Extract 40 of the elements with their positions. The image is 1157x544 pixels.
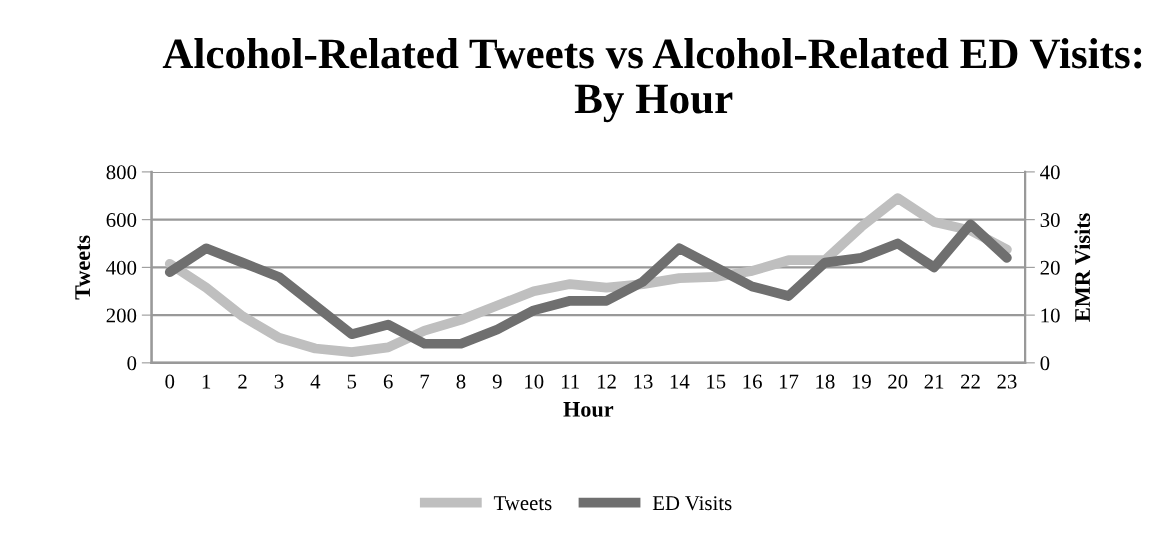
legend-label: ED Visits — [652, 496, 732, 511]
x-tick-label: 8 — [456, 374, 466, 389]
x-tick-label: 1 — [202, 374, 211, 389]
x-tick-label: 19 — [852, 374, 871, 389]
chart-title: Alcohol-Related Tweets vs Alcohol-Related ED Visits: By Hour — [162, 38, 1142, 123]
x-tick-label: 17 — [779, 374, 799, 389]
x-tick-label: 15 — [707, 374, 726, 389]
x-tick-label: 11 — [561, 374, 579, 389]
y-tick-label: 0 — [127, 356, 137, 371]
x-tick-label: 6 — [383, 374, 393, 389]
y-tick-label: 400 — [106, 260, 137, 275]
x-tick-label: 20 — [888, 374, 908, 389]
x-tick-label: 23 — [997, 374, 1017, 389]
y-tick-label: 200 — [106, 308, 137, 323]
y-tick-label: 800 — [106, 165, 137, 180]
x-tick-label: 7 — [420, 374, 430, 389]
y-tick-label: 600 — [106, 213, 137, 228]
x-tick-label: 12 — [597, 374, 616, 389]
x-tick-label: 3 — [274, 374, 284, 389]
x-tick-label: 18 — [816, 374, 835, 389]
y2-tick-label: 10 — [1041, 308, 1060, 323]
x-tick-label: 2 — [238, 374, 247, 389]
legend-label: Tweets — [493, 496, 552, 511]
y2-axis-title: EMR Visits — [1074, 213, 1091, 322]
y-axis-title: Tweets — [75, 235, 91, 300]
x-tick-label: 14 — [670, 374, 690, 389]
x-tick-label: 16 — [743, 374, 762, 389]
x-tick-label: 21 — [924, 374, 944, 389]
x-tick-label: 9 — [492, 374, 502, 389]
x-tick-label: 4 — [310, 374, 321, 389]
x-tick-label: 22 — [961, 374, 980, 389]
y2-tick-label: 30 — [1040, 213, 1060, 228]
y2-tick-label: 20 — [1040, 260, 1060, 275]
x-tick-label: 5 — [347, 374, 357, 389]
x-axis-title: Hour — [563, 402, 614, 417]
x-tick-label: 0 — [165, 374, 175, 389]
y2-tick-label: 0 — [1040, 356, 1050, 371]
x-tick-label: 10 — [525, 374, 544, 389]
y2-tick-label: 40 — [1040, 165, 1060, 180]
x-tick-label: 13 — [634, 374, 653, 389]
